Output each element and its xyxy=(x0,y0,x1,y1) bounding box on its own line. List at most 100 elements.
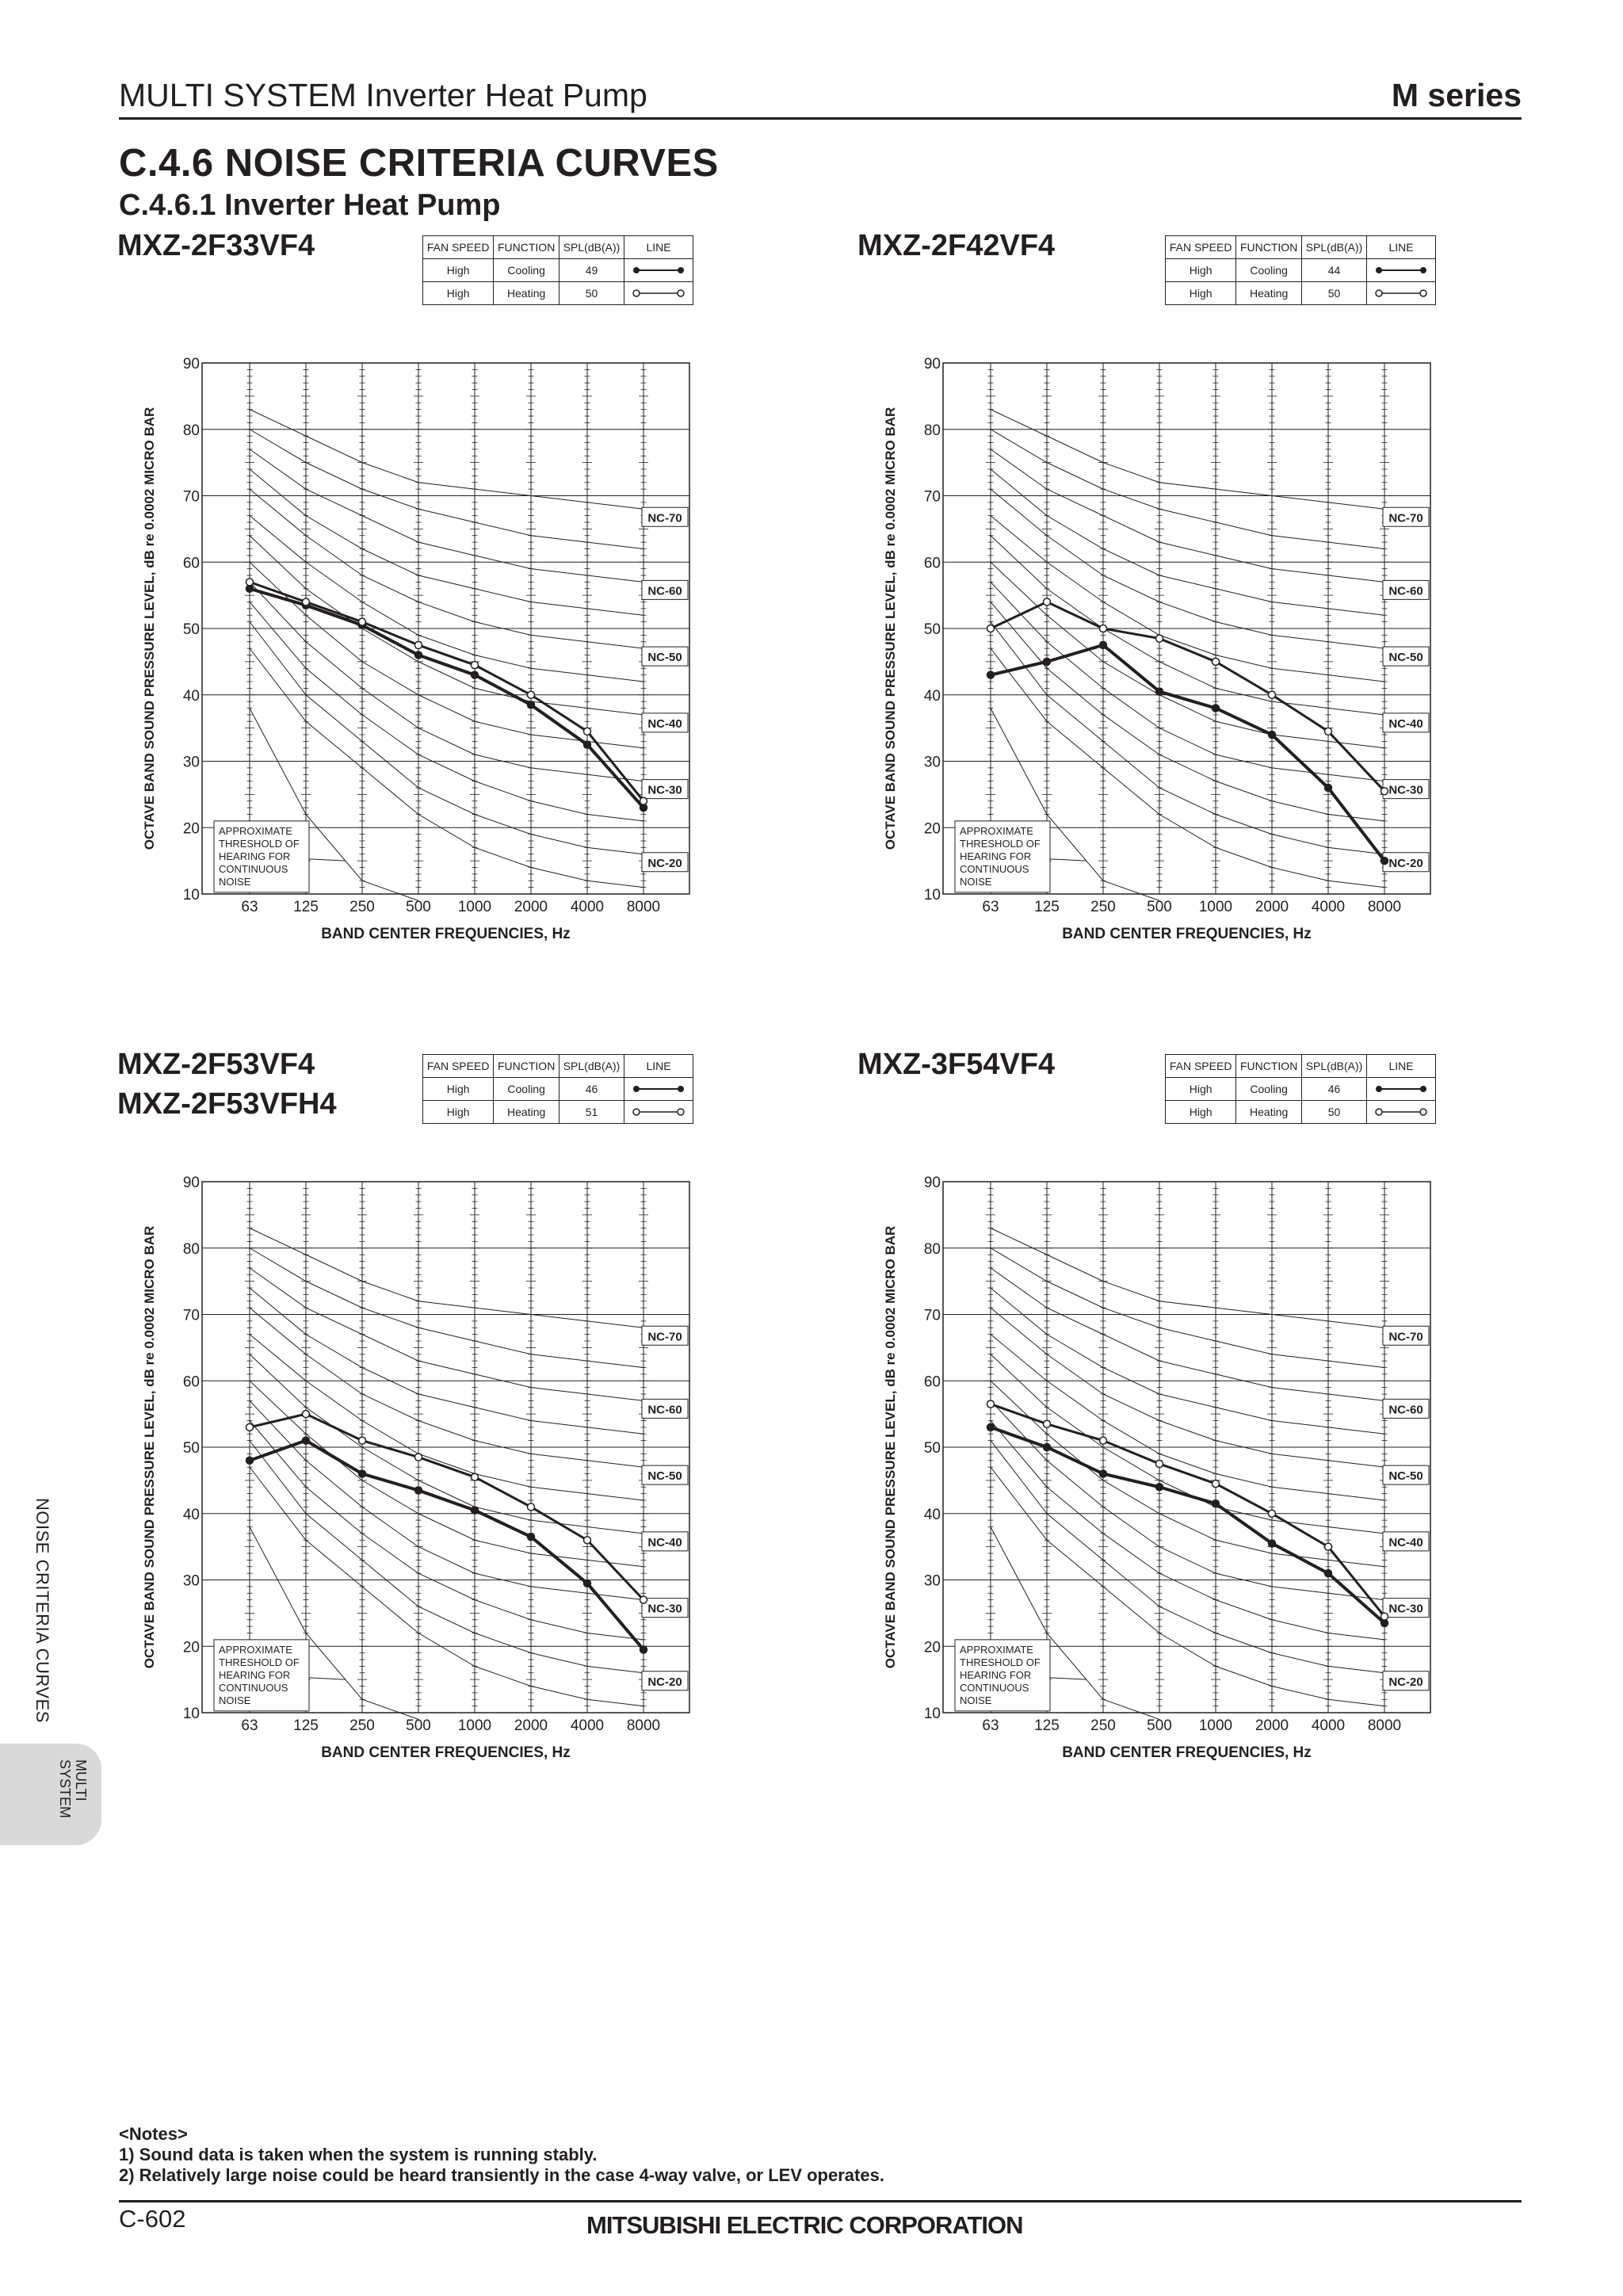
nc-label: NC-40 xyxy=(647,717,682,731)
legend-row-heating: High Heating 50 xyxy=(422,281,693,305)
nc-label-box xyxy=(1382,506,1430,527)
y-tick-label: 40 xyxy=(183,688,200,705)
x-tick-label: 8000 xyxy=(1368,899,1401,915)
x-tick-label: 8000 xyxy=(627,1717,660,1734)
legend-row-cooling: High Cooling 46 xyxy=(1164,1077,1436,1101)
threshold-note-box xyxy=(954,1639,1051,1712)
nc-reference-curve xyxy=(990,1267,1385,1401)
legend-header-spl: SPL(dB(A)) xyxy=(1301,235,1367,259)
nc-label-box xyxy=(641,1598,689,1618)
legend-function: Heating xyxy=(493,1100,560,1124)
threshold-note-line: CONTINUOUS xyxy=(219,1682,288,1694)
threshold-note-box xyxy=(213,1639,310,1712)
legend-line-filled xyxy=(1366,258,1436,282)
data-point xyxy=(582,1536,592,1545)
nc-label: NC-30 xyxy=(1388,1603,1423,1616)
nc-label: NC-50 xyxy=(1388,651,1423,664)
sidebar-section-label: NOISE CRITERIA CURVES xyxy=(32,1498,52,1723)
model-name: MXZ-2F53VF4 xyxy=(117,1048,315,1081)
x-tick-label: 125 xyxy=(293,899,319,915)
nc-reference-curve xyxy=(249,1307,644,1468)
y-tick-label: 50 xyxy=(924,621,941,638)
legend-header-row: FAN SPEED FUNCTION SPL(dB(A)) LINE xyxy=(1164,1054,1436,1078)
nc-label: NC-60 xyxy=(647,1403,682,1416)
threshold-note-line: HEARING FOR xyxy=(219,1669,290,1681)
data-point xyxy=(1267,730,1277,739)
nc-reference-curve xyxy=(990,1380,1385,1568)
y-tick-label: 10 xyxy=(183,887,200,904)
nc-reference-curve xyxy=(990,468,1385,616)
y-axis-title: OCTAVE BAND SOUND PRESSURE LEVEL, dB re … xyxy=(883,407,898,850)
y-tick-label: 90 xyxy=(924,356,941,372)
legend-header-line: LINE xyxy=(1366,235,1436,259)
y-axis-title: OCTAVE BAND SOUND PRESSURE LEVEL, dB re … xyxy=(883,1226,898,1669)
nc-label-box xyxy=(641,506,689,527)
nc-label: NC-30 xyxy=(647,1603,682,1616)
y-tick-label: 40 xyxy=(924,688,941,705)
y-axis-title: OCTAVE BAND SOUND PRESSURE LEVEL, dB re … xyxy=(142,407,157,850)
legend-row-heating: High Heating 50 xyxy=(1164,1100,1436,1124)
section-tab[interactable] xyxy=(0,1744,101,1845)
nc-reference-curve xyxy=(990,515,1385,682)
legend-line-open xyxy=(624,281,693,305)
nc-label-box xyxy=(641,1465,689,1485)
y-tick-label: 80 xyxy=(924,422,941,439)
y-tick-label: 90 xyxy=(183,1175,200,1191)
legend-header-function: FUNCTION xyxy=(1235,1054,1303,1078)
x-tick-label: 125 xyxy=(1034,899,1060,915)
legend-function: Cooling xyxy=(1235,258,1303,282)
x-tick-label: 250 xyxy=(1090,899,1116,915)
data-point xyxy=(301,1436,311,1445)
legend-line-open xyxy=(1366,281,1436,305)
nc-label: NC-50 xyxy=(647,1469,682,1483)
nc-reference-curve xyxy=(249,535,644,716)
nc-label: NC-20 xyxy=(1388,1675,1423,1689)
model-name: MXZ-2F33VF4 xyxy=(117,229,315,262)
legend-line-open xyxy=(624,1100,693,1124)
tab-label-line: SYSTEM xyxy=(57,1759,73,1819)
x-tick-label: 1000 xyxy=(1199,899,1232,915)
y-tick-label: 40 xyxy=(924,1507,941,1523)
section-title: C.4.6 NOISE CRITERIA CURVES xyxy=(119,142,719,185)
nc-reference-curve xyxy=(249,1228,644,1328)
legend-header-spl: SPL(dB(A)) xyxy=(559,1054,624,1078)
noise-criteria-chart-4: 10 20 30 40 50 60 70 80 90 63 125 250 500 1000 2000 400… xyxy=(883,1175,1431,1761)
legend-header-fan-speed: FAN SPEED xyxy=(1164,235,1237,259)
data-point xyxy=(1267,1539,1277,1548)
legend-row-cooling: High Cooling 46 xyxy=(422,1077,693,1101)
data-point xyxy=(1042,1419,1052,1428)
legend-line-filled xyxy=(624,258,693,282)
threshold-curve xyxy=(249,708,419,901)
x-tick-label: 4000 xyxy=(571,1717,604,1734)
data-point xyxy=(414,651,423,659)
data-point xyxy=(986,670,995,679)
nc-reference-curve xyxy=(249,1400,644,1601)
data-point xyxy=(582,727,592,736)
model-name-2: MXZ-2F42VF4 xyxy=(857,226,1055,266)
legend-fan-speed: High xyxy=(1164,281,1237,305)
nc-reference-curve xyxy=(990,1400,1385,1601)
nc-label-box xyxy=(1382,579,1430,600)
series-line xyxy=(990,1403,1386,1618)
legend-row-heating: High Heating 50 xyxy=(1164,281,1436,305)
y-tick-label: 70 xyxy=(924,489,941,506)
nc-label: NC-40 xyxy=(647,1536,682,1549)
legend-spl: 49 xyxy=(559,258,624,282)
nc-reference-curve xyxy=(249,1334,644,1501)
nc-reference-curve xyxy=(249,449,644,583)
nc-reference-curve xyxy=(990,1354,1385,1534)
data-point xyxy=(526,1532,536,1541)
nc-label-box xyxy=(641,852,689,873)
section-tab-label[interactable]: MULTI SYSTEM xyxy=(57,1759,89,1818)
legend-header-fan-speed: FAN SPEED xyxy=(422,1054,495,1078)
legend-fan-speed: High xyxy=(1164,1077,1237,1101)
threshold-note-line: APPROXIMATE xyxy=(960,825,1033,837)
legend-header-spl: SPL(dB(A)) xyxy=(559,235,624,259)
filled-line-marker-icon xyxy=(1376,267,1426,273)
data-point xyxy=(526,1503,536,1511)
threshold-curve xyxy=(990,708,1160,901)
legend-spl: 51 xyxy=(559,1100,624,1124)
tab-label-line: MULTI xyxy=(73,1759,89,1801)
nc-label-box xyxy=(1382,779,1430,800)
threshold-note-line: APPROXIMATE xyxy=(219,825,292,837)
